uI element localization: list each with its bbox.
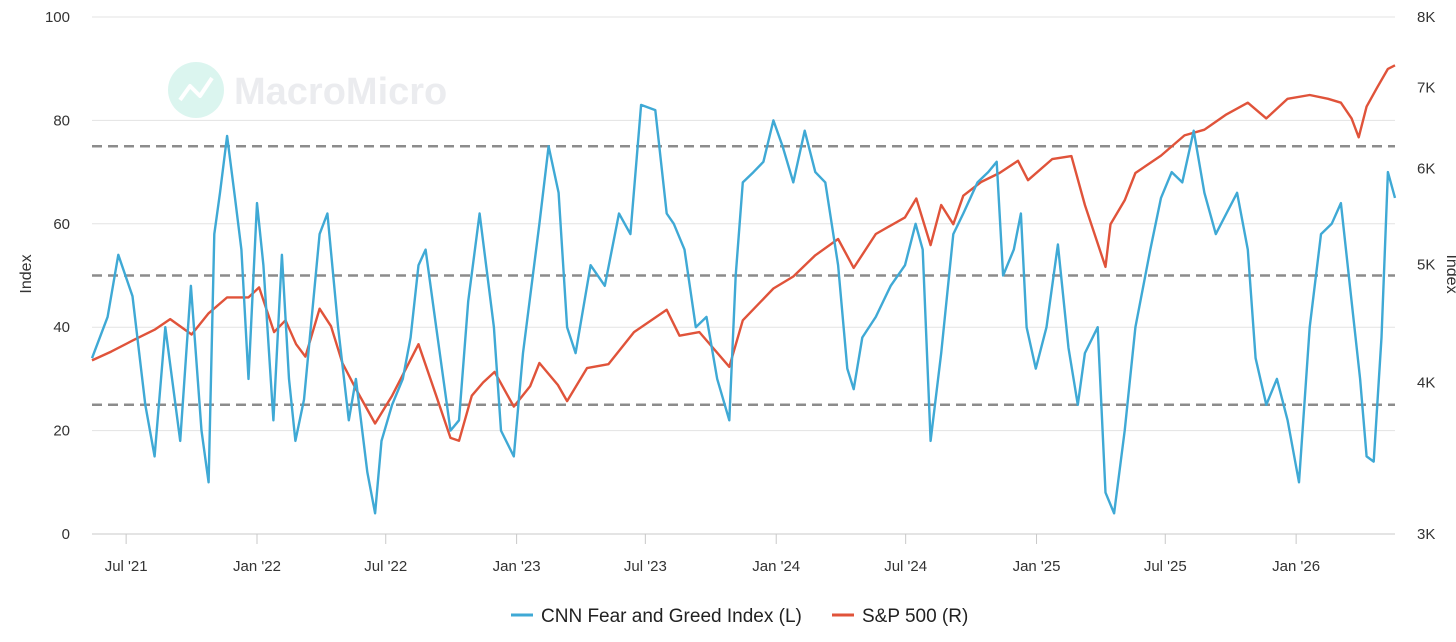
legend-item-sp500[interactable]: S&P 500 (R) xyxy=(832,606,968,627)
right-tick-label: 3K xyxy=(1417,526,1435,543)
reference-lines xyxy=(92,145,1395,406)
x-tick-label: Jan '22 xyxy=(233,558,281,575)
legend-item-fear-greed[interactable]: CNN Fear and Greed Index (L) xyxy=(511,606,802,627)
series-line-fear-greed xyxy=(90,103,1397,515)
right-tick-label: 8K xyxy=(1417,9,1435,26)
left-tick-label: 20 xyxy=(53,423,70,440)
x-tick-label: Jul '22 xyxy=(364,558,407,575)
left-axis-title: Index xyxy=(18,254,35,293)
left-tick-label: 0 xyxy=(62,526,70,543)
legend-label-fear-greed: CNN Fear and Greed Index (L) xyxy=(541,606,802,627)
series-line-sp500 xyxy=(91,64,1396,442)
left-tick-label: 60 xyxy=(53,216,70,233)
watermark: MacroMicro xyxy=(168,62,447,118)
x-tick-label: Jan '24 xyxy=(752,558,800,575)
legend-label-sp500: S&P 500 (R) xyxy=(862,606,968,627)
x-axis: Jul '21 Jan '22 Jul '22 Jan '23 Jul '23 Jan '… xyxy=(92,533,1395,575)
watermark-text: MacroMicro xyxy=(234,71,447,113)
left-axis: 0 20 40 60 80 100 xyxy=(45,9,70,543)
x-tick-label: Jan '25 xyxy=(1013,558,1061,575)
right-tick-label: 4K xyxy=(1417,374,1435,391)
right-tick-label: 6K xyxy=(1417,161,1435,178)
x-tick-label: Jul '23 xyxy=(624,558,667,575)
left-tick-label: 80 xyxy=(53,112,70,129)
x-tick-label: Jan '23 xyxy=(493,558,541,575)
x-tick-label: Jul '24 xyxy=(884,558,927,575)
x-tick-label: Jul '21 xyxy=(105,558,148,575)
x-tick-label: Jul '25 xyxy=(1144,558,1187,575)
left-tick-label: 40 xyxy=(53,319,70,336)
right-tick-label: 5K xyxy=(1417,257,1435,274)
watermark-logo-chart-icon xyxy=(178,76,214,102)
legend[interactable]: CNN Fear and Greed Index (L) S&P 500 (R) xyxy=(511,606,968,627)
x-tick-label: Jan '26 xyxy=(1272,558,1320,575)
right-tick-label: 7K xyxy=(1417,79,1435,96)
right-axis: 3K 4K 5K 6K 7K 8K xyxy=(1417,9,1435,543)
right-axis-title: Index xyxy=(1443,254,1456,293)
left-tick-label: 100 xyxy=(45,9,70,26)
